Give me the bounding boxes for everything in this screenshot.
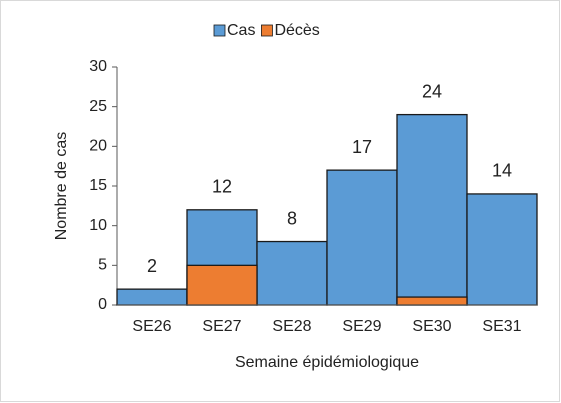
legend-swatch bbox=[213, 24, 226, 37]
x-tick-label: SE29 bbox=[342, 318, 381, 335]
x-tick-label: SE26 bbox=[132, 318, 171, 335]
y-tick-label: 30 bbox=[89, 58, 107, 75]
bar bbox=[186, 264, 258, 306]
data-label: 8 bbox=[287, 208, 297, 228]
bar bbox=[326, 169, 398, 306]
data-label: 2 bbox=[147, 256, 157, 276]
data-label: 17 bbox=[352, 137, 372, 157]
data-label: 24 bbox=[422, 81, 442, 101]
x-tick-label: SE27 bbox=[202, 318, 241, 335]
legend-label: Décès bbox=[274, 22, 319, 39]
x-axis-label: Semaine épidémiologique bbox=[235, 354, 419, 371]
data-label: 14 bbox=[492, 161, 512, 181]
y-tick-label: 20 bbox=[89, 138, 107, 155]
x-tick-label: SE31 bbox=[482, 318, 521, 335]
y-tick-label: 10 bbox=[89, 217, 107, 234]
y-tick-label: 5 bbox=[98, 257, 107, 274]
x-tick-label: SE30 bbox=[412, 318, 451, 335]
bar bbox=[466, 193, 538, 306]
y-tick-label: 15 bbox=[89, 177, 107, 194]
y-axis-label: Nombre de cas bbox=[53, 132, 70, 241]
y-tick-label: 0 bbox=[98, 296, 107, 313]
y-tick-label: 25 bbox=[89, 98, 107, 115]
bar bbox=[116, 288, 188, 306]
bar bbox=[396, 296, 468, 306]
legend-label: Cas bbox=[227, 22, 255, 39]
legend-swatch bbox=[261, 24, 273, 37]
bar bbox=[256, 240, 328, 306]
x-tick-label: SE28 bbox=[272, 318, 311, 335]
data-label: 12 bbox=[212, 177, 232, 197]
bar bbox=[396, 113, 468, 306]
